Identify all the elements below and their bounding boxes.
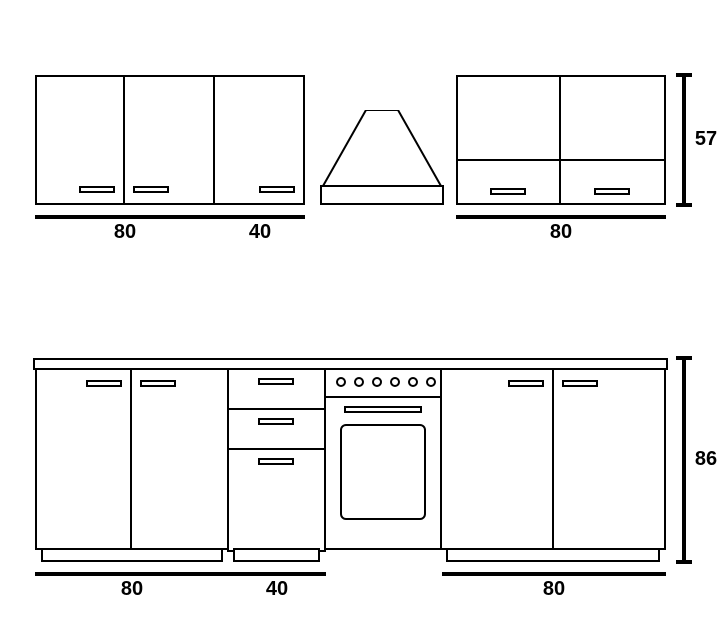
- dim-line-vert: [682, 75, 686, 205]
- tick: [676, 560, 692, 564]
- handle: [508, 380, 544, 387]
- dim-label: 80: [539, 578, 569, 601]
- upper-cabinet-1: [35, 75, 125, 205]
- drawer-panel: [559, 159, 666, 205]
- kitchen-diagram: 80 40 80 57: [0, 0, 720, 635]
- dim-line-vert: [682, 358, 686, 562]
- handle: [140, 380, 176, 387]
- dim-label: 80: [110, 221, 140, 244]
- drawer-1: [227, 368, 326, 410]
- dim-line: [215, 215, 305, 219]
- dim-label: 40: [262, 578, 292, 601]
- lower-cabinet-1: [35, 368, 132, 550]
- upper-cabinet-2: [123, 75, 215, 205]
- oven-knob-panel: [324, 368, 442, 398]
- lower-cabinet-2: [130, 368, 229, 550]
- lower-cabinet-6: [552, 368, 666, 550]
- drawer-panel: [456, 159, 561, 205]
- hood-icon: [318, 110, 446, 206]
- knob-icon: [354, 377, 364, 387]
- knob-icon: [336, 377, 346, 387]
- dim-line: [229, 572, 326, 576]
- toe-kick: [41, 548, 223, 562]
- tick: [676, 203, 692, 207]
- dim-label: 80: [117, 578, 147, 601]
- dim-line: [35, 215, 215, 219]
- oven-window: [340, 424, 426, 520]
- handle: [562, 380, 598, 387]
- handle: [258, 418, 294, 425]
- knob-icon: [408, 377, 418, 387]
- upper-cabinet-3: [213, 75, 305, 205]
- dim-line: [442, 572, 666, 576]
- dim-label: 40: [245, 221, 275, 244]
- dim-line: [456, 215, 666, 219]
- dim-label: 57: [692, 128, 720, 151]
- toe-kick: [233, 548, 320, 562]
- upper-cabinet-4: [456, 75, 561, 205]
- dim-label: 86: [692, 448, 720, 471]
- handle: [133, 186, 169, 193]
- lower-cabinet-drawers: [227, 368, 326, 550]
- upper-cabinet-5: [559, 75, 666, 205]
- handle: [490, 188, 526, 195]
- handle: [258, 458, 294, 465]
- knob-icon: [426, 377, 436, 387]
- oven-handle: [344, 406, 422, 413]
- tick: [676, 73, 692, 77]
- knob-icon: [390, 377, 400, 387]
- drawer-3: [227, 448, 326, 552]
- handle: [86, 380, 122, 387]
- oven: [324, 368, 442, 550]
- tick: [676, 356, 692, 360]
- handle: [259, 186, 295, 193]
- drawer-2: [227, 408, 326, 450]
- handle: [258, 378, 294, 385]
- dim-label: 80: [546, 221, 576, 244]
- handle: [594, 188, 630, 195]
- knob-icon: [372, 377, 382, 387]
- lower-cabinet-5: [440, 368, 554, 550]
- handle: [79, 186, 115, 193]
- toe-kick: [446, 548, 660, 562]
- dim-line: [35, 572, 229, 576]
